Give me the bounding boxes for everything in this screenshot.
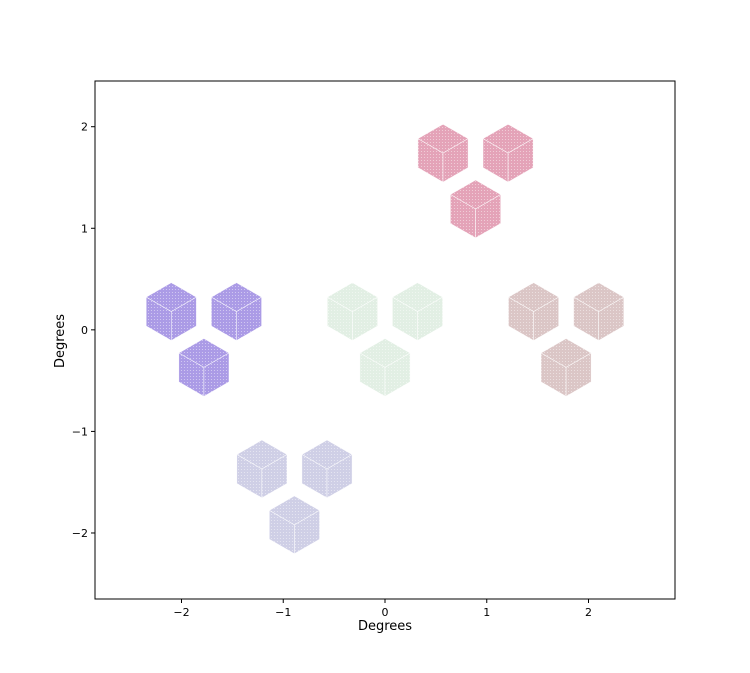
cubes-layer bbox=[145, 123, 625, 555]
x-tick-label: 1 bbox=[483, 606, 490, 619]
cube-marker bbox=[178, 338, 230, 397]
y-tick-label: 2 bbox=[81, 121, 88, 134]
cube-marker bbox=[417, 123, 469, 183]
x-tick-label: 0 bbox=[382, 606, 389, 619]
cube-group-5 bbox=[236, 439, 353, 555]
cube-marker bbox=[391, 282, 444, 342]
cube-marker bbox=[540, 338, 592, 397]
cube-group-4 bbox=[507, 282, 625, 397]
cube-marker bbox=[507, 282, 560, 342]
cube-marker bbox=[573, 282, 625, 342]
x-axis-label: Degrees bbox=[358, 619, 412, 634]
x-tick-label: −2 bbox=[173, 606, 189, 619]
ticks-layer: −2 −1 0 1 2 −2 −1 0 1 2 bbox=[72, 121, 592, 619]
cube-marker bbox=[301, 439, 353, 499]
cube-marker bbox=[359, 338, 411, 397]
cube-marker bbox=[449, 179, 502, 239]
y-tick-label: −2 bbox=[72, 527, 88, 540]
y-tick-label: 1 bbox=[81, 222, 88, 235]
cube-marker bbox=[210, 282, 263, 342]
cube-marker bbox=[236, 439, 288, 499]
cube-marker bbox=[482, 123, 534, 183]
cube-marker bbox=[326, 282, 379, 342]
y-tick-label: −1 bbox=[72, 425, 88, 438]
cube-group-2 bbox=[145, 282, 263, 397]
cube-marker bbox=[268, 495, 321, 555]
x-tick-label: 2 bbox=[585, 606, 592, 619]
cube-group-1 bbox=[417, 123, 534, 239]
cube-group-3 bbox=[326, 282, 444, 397]
y-axis-label: Degrees bbox=[53, 314, 68, 368]
cube-marker bbox=[145, 282, 197, 342]
y-tick-label: 0 bbox=[81, 324, 88, 337]
x-tick-label: −1 bbox=[275, 606, 291, 619]
